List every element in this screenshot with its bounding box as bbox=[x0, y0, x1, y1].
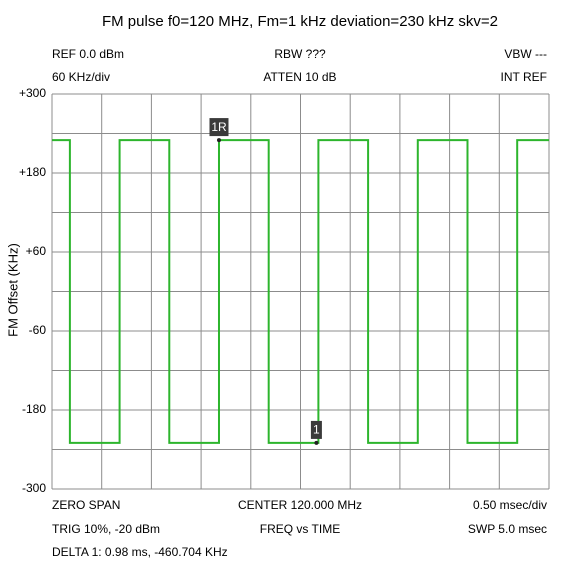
y-tick-label: -60 bbox=[29, 323, 47, 337]
header-text: INT REF bbox=[501, 70, 547, 84]
graticule bbox=[51, 93, 550, 490]
y-tick-label: -300 bbox=[22, 481, 46, 495]
footer-text: ZERO SPAN bbox=[52, 498, 120, 512]
header-text: 60 KHz/div bbox=[52, 70, 110, 84]
marker-point bbox=[216, 138, 221, 143]
marker-box bbox=[310, 420, 322, 439]
chart-title: FM pulse f0=120 MHz, Fm=1 kHz deviation=… bbox=[102, 13, 498, 30]
marker-box bbox=[209, 118, 229, 137]
y-tick-label: +300 bbox=[19, 86, 46, 100]
header-text: VBW --- bbox=[504, 47, 547, 61]
header-text: REF 0.0 dBm bbox=[52, 47, 124, 61]
y-axis-label: FM Offset (KHz) bbox=[5, 243, 20, 337]
marker-label: 1R bbox=[211, 120, 227, 134]
marker-point bbox=[314, 440, 319, 445]
y-tick-label: +180 bbox=[19, 165, 46, 179]
delta-readout: DELTA 1: 0.98 ms, -460.704 KHz bbox=[52, 545, 228, 559]
footer-text: FREQ vs TIME bbox=[260, 522, 340, 536]
header-text: RBW ??? bbox=[274, 47, 326, 61]
trace bbox=[52, 139, 549, 444]
footer-text: 0.50 msec/div bbox=[473, 498, 547, 512]
header-text: ATTEN 10 dB bbox=[263, 70, 336, 84]
y-tick-label: +60 bbox=[26, 244, 47, 258]
marker-label: 1 bbox=[313, 423, 320, 437]
footer-text: CENTER 120.000 MHz bbox=[238, 498, 362, 512]
footer-text: TRIG 10%, -20 dBm bbox=[52, 522, 160, 536]
footer-text: SWP 5.0 msec bbox=[468, 522, 547, 536]
y-tick-label: -180 bbox=[22, 402, 46, 416]
